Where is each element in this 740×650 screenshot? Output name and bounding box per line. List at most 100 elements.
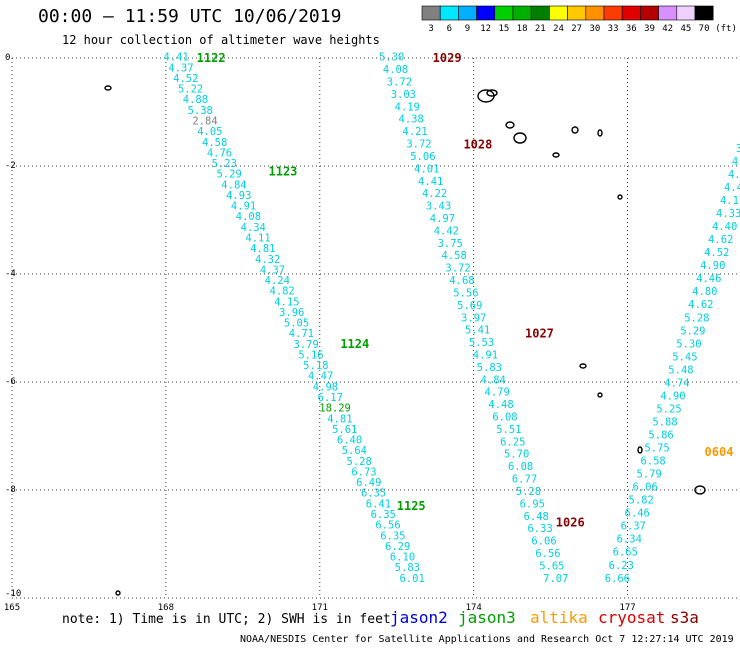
legend-label: 18	[517, 24, 528, 34]
wave-height-value: 5.06	[410, 151, 435, 163]
wave-height-value: 5.41	[465, 325, 490, 337]
island-outline	[505, 121, 515, 129]
wave-height-value: 4.88	[183, 94, 208, 106]
y-tick-label: -8	[5, 485, 16, 495]
wave-height-value: 4.37	[168, 62, 193, 74]
wave-height-value: 4.17	[720, 195, 740, 207]
wave-height-value: 5.45	[672, 351, 697, 363]
satellite-label-jason3: jason3	[458, 608, 516, 627]
wave-height-value: 4.91	[473, 349, 498, 361]
wave-height-value: 5.16	[298, 349, 323, 361]
wave-height-value: 5.30	[379, 52, 404, 64]
wave-height-value: 6.33	[527, 523, 552, 535]
wave-height-value: 6.37	[621, 521, 646, 533]
wave-height-value: 4.81	[250, 243, 275, 255]
pass-time-label: 1123	[269, 164, 298, 178]
island-outline	[597, 392, 603, 398]
wave-height-value: 3.79	[294, 339, 319, 351]
legend-label: 30	[589, 24, 600, 34]
wave-height-value: 3.72	[387, 77, 412, 89]
wave-height-value: 5.51	[496, 424, 521, 436]
pass-time-label: 0604	[705, 445, 734, 459]
wave-height-value: 4.68	[449, 275, 474, 287]
wave-height-value: 5.56	[453, 287, 478, 299]
legend-label: 15	[498, 24, 509, 34]
wave-height-value: 5.30	[676, 338, 701, 350]
wave-height-value: 6.23	[609, 560, 634, 572]
wave-height-value: 4.52	[173, 73, 198, 85]
wave-height-value: 4.71	[289, 328, 314, 340]
island-outline	[513, 132, 527, 144]
wave-height-value: 4.80	[692, 286, 717, 298]
pass-time-label: 1125	[397, 499, 426, 513]
legend-label: 6	[447, 24, 452, 34]
wave-height-value: 4.32	[255, 254, 280, 266]
y-tick-label: -6	[5, 377, 16, 387]
legend-label: 27	[571, 24, 582, 34]
satellite-label-s3a: s3a	[670, 608, 699, 627]
legend-label: 21	[535, 24, 546, 34]
wave-height-value: 6.56	[535, 548, 560, 560]
wave-height-value: 5.28	[516, 486, 541, 498]
wave-height-value: 4.58	[202, 137, 227, 149]
wave-height-value: 5.28	[684, 312, 709, 324]
x-tick-label: 168	[158, 603, 174, 613]
wave-height-value: 6.46	[625, 508, 650, 520]
wave-height-value: 4.22	[422, 188, 447, 200]
pass-time-label: 1122	[197, 51, 226, 65]
wave-height-value: 6.35	[380, 530, 405, 542]
wave-height-value: 3.03	[391, 89, 416, 101]
wave-height-value: 4.21	[402, 126, 427, 138]
wave-height-value: 4.16	[732, 156, 740, 168]
wave-height-value: 4.84	[221, 179, 246, 191]
wave-height-value: 3.43	[426, 201, 451, 213]
wave-height-value: 6.17	[318, 392, 343, 404]
wave-height-value: 4.76	[207, 147, 232, 159]
wave-height-value: 6.40	[337, 435, 362, 447]
wave-height-value: 5.28	[347, 456, 372, 468]
wave-height-value: 2.84	[192, 116, 217, 128]
island-outline	[694, 485, 706, 495]
wave-height-value: 6.25	[500, 436, 525, 448]
wave-height-value: 5.86	[648, 429, 673, 441]
wave-height-value: 18.29	[319, 403, 351, 415]
wave-height-value: 4.38	[399, 114, 424, 126]
wave-height-value: 4.46	[696, 273, 721, 285]
legend-label: 39	[644, 24, 655, 34]
wave-height-value: 6.95	[520, 498, 545, 510]
wave-height-value: 6.58	[640, 456, 665, 468]
island-outline	[486, 89, 498, 97]
legend-label: 12	[480, 24, 491, 34]
wave-height-value: 5.05	[284, 318, 309, 330]
island-outline	[104, 85, 112, 91]
wave-height-value: 4.33	[716, 208, 740, 220]
wave-height-value: 4.90	[660, 390, 685, 402]
island-outline	[597, 129, 603, 137]
legend-label: 24	[553, 24, 564, 34]
wave-height-value: 4.47	[308, 371, 333, 383]
wave-height-value: 4.11	[245, 232, 270, 244]
wave-height-value: 6.01	[399, 573, 424, 585]
pass-time-label: 1124	[340, 337, 369, 351]
island-outline	[571, 126, 579, 134]
wave-height-value: 5.83	[395, 562, 420, 574]
wave-height-value: 4.35	[728, 169, 740, 181]
wave-height-value: 3.97	[461, 312, 486, 324]
y-tick-label: -2	[5, 161, 16, 171]
wave-height-value: 4.84	[481, 374, 506, 386]
satellite-label-jason2: jason2	[390, 608, 448, 627]
wave-height-value: 4.01	[414, 163, 439, 175]
wave-height-value: 5.61	[332, 424, 357, 436]
wave-height-value: 4.82	[269, 286, 294, 298]
chart-subtitle: 12 hour collection of altimeter wave hei…	[62, 33, 380, 47]
wave-height-value: 6.06	[531, 536, 556, 548]
wave-height-value: 5.82	[629, 495, 654, 507]
wave-height-value: 6.73	[351, 466, 376, 478]
legend-label: 9	[465, 24, 470, 34]
legend-label: 36	[626, 24, 637, 34]
wave-height-value: 4.74	[664, 377, 689, 389]
wave-height-value: 6.48	[524, 511, 549, 523]
units-note: note: 1) Time is in UTC; 2) SWH is in fe…	[62, 612, 391, 627]
wave-height-value: 4.47	[724, 182, 740, 194]
